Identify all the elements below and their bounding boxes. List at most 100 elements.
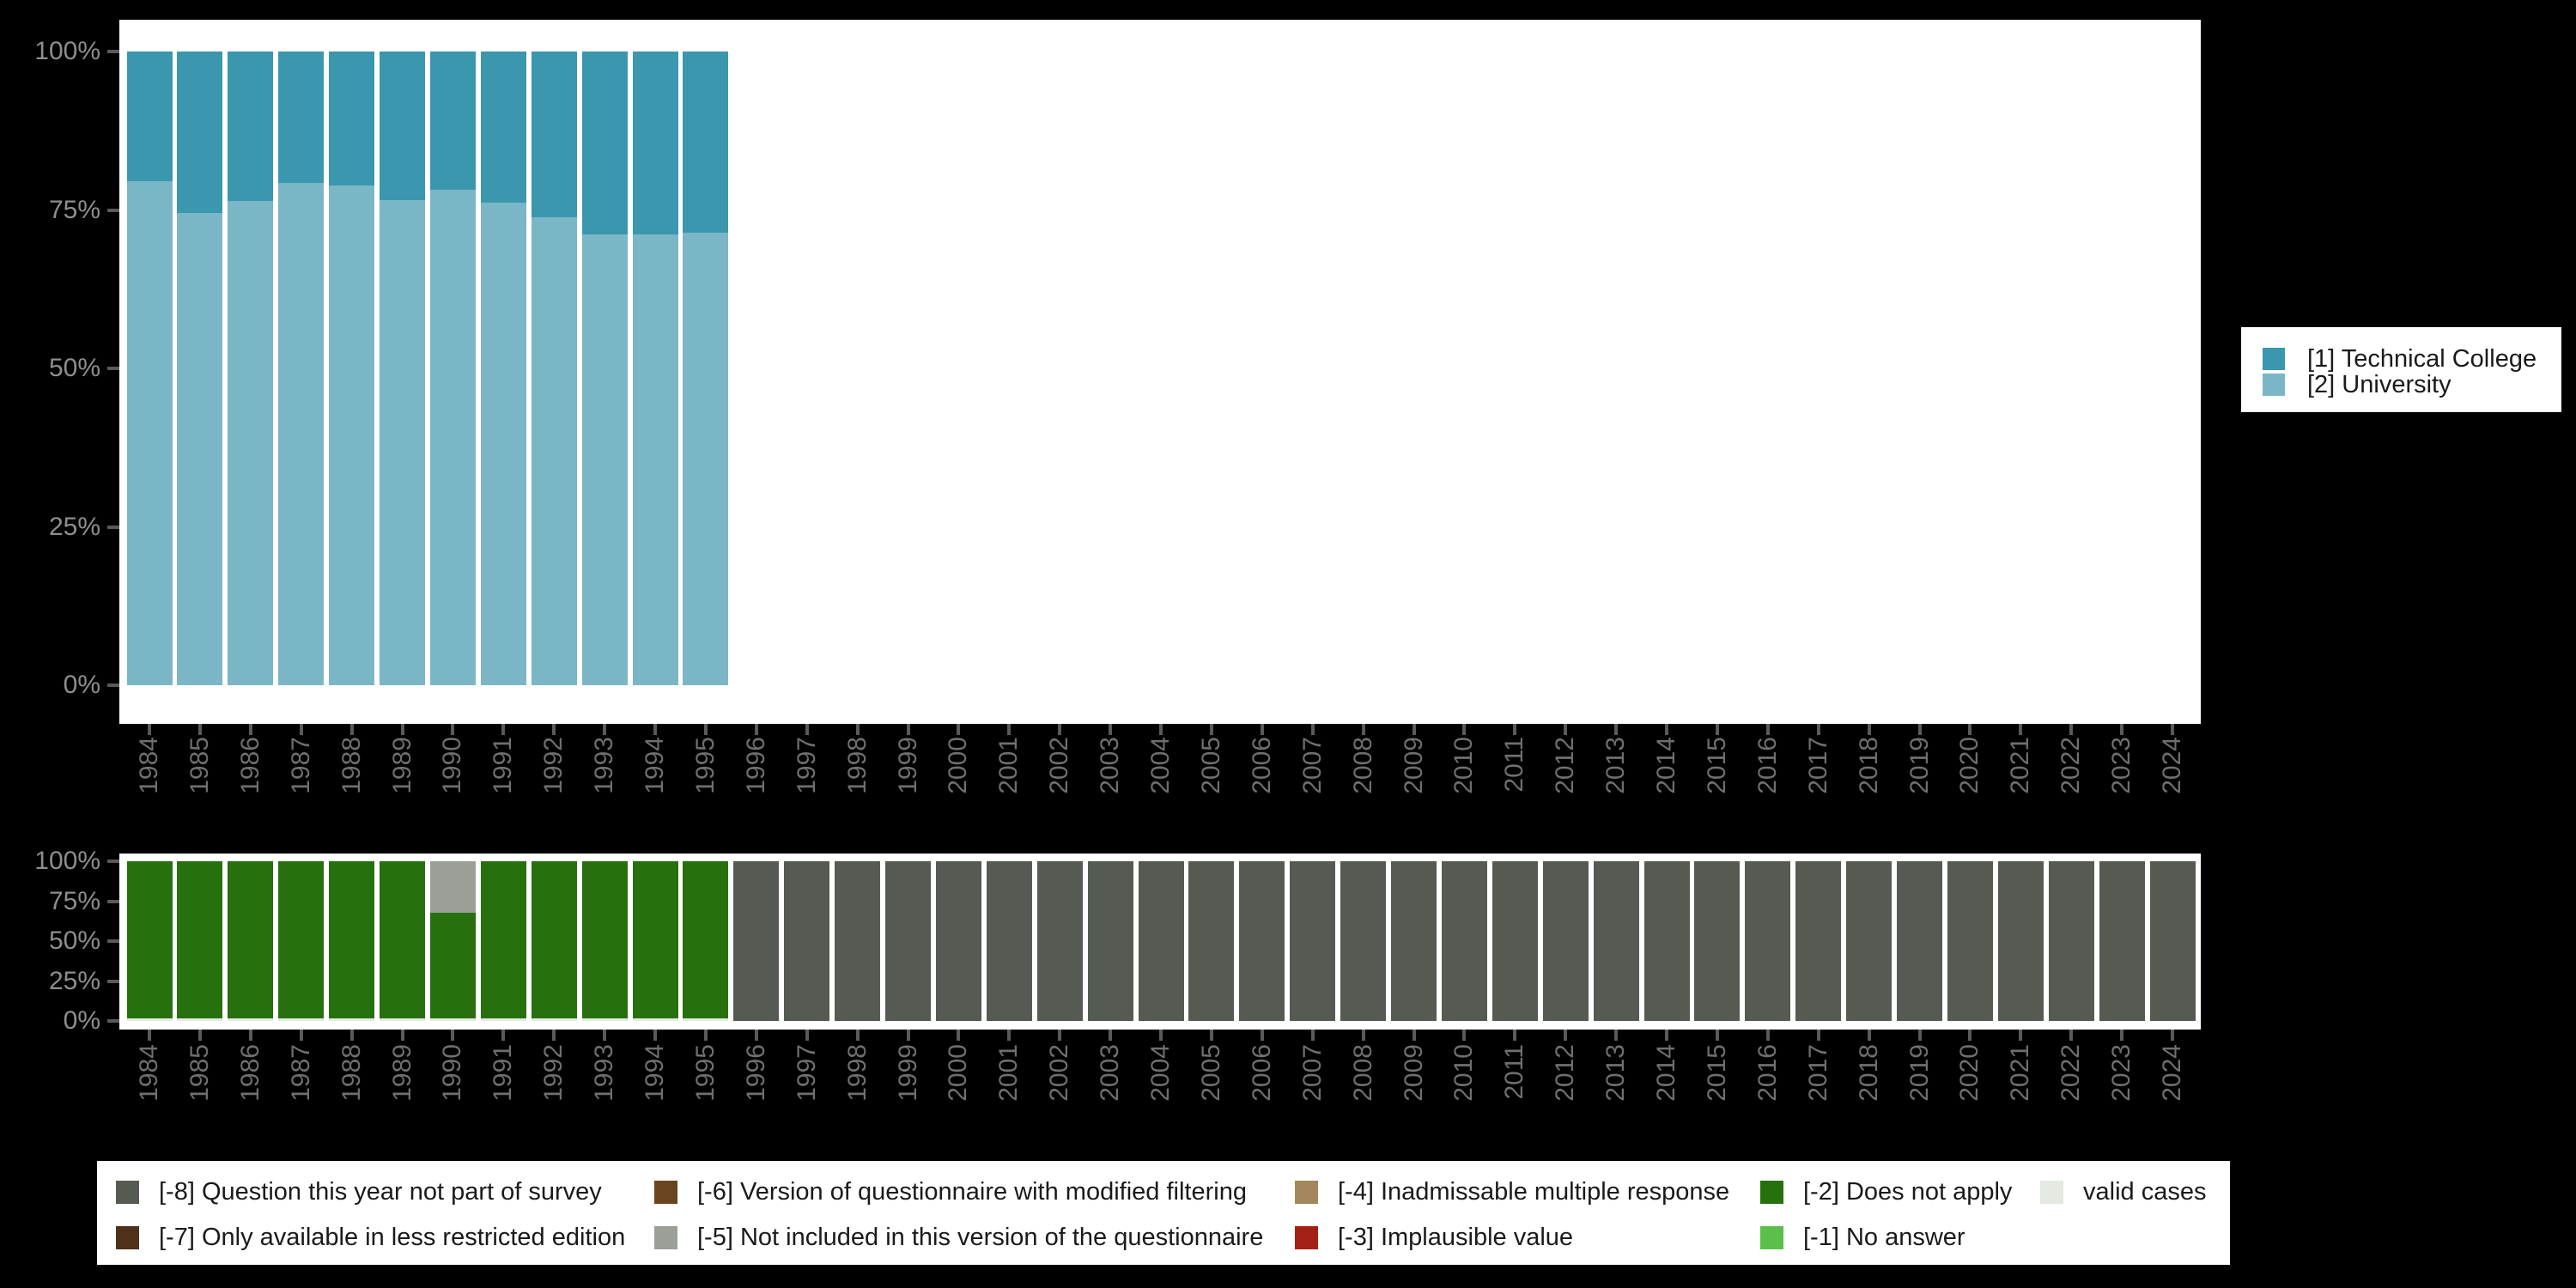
- x-tick: [148, 724, 151, 735]
- x-tick: [1715, 1030, 1719, 1041]
- bar-segment-m8: [1897, 861, 1942, 1021]
- x-tick-label: 2011: [1500, 1044, 1529, 1100]
- x-tick: [1209, 724, 1213, 735]
- x-tick: [957, 1030, 961, 1041]
- x-tick: [805, 1030, 809, 1041]
- x-tick: [2019, 1030, 2023, 1041]
- x-tick-label: 2000: [944, 1044, 973, 1102]
- bar-segment-university: [278, 182, 325, 685]
- x-tick-label: 2024: [2158, 1044, 2186, 1102]
- bar-segment-m2: [429, 912, 476, 1019]
- x-tick-label: 2016: [1753, 1044, 1782, 1102]
- y-tick: [107, 367, 119, 370]
- x-tick: [1462, 724, 1467, 735]
- x-tick-label: 2009: [1399, 737, 1428, 794]
- x-tick: [1968, 1030, 1972, 1041]
- x-tick-label: 2007: [1297, 1044, 1327, 1102]
- x-tick: [1614, 724, 1619, 735]
- bar-segment-university: [429, 189, 476, 685]
- y-tick: [107, 525, 119, 529]
- x-tick-label: 2023: [2107, 1044, 2136, 1102]
- x-tick: [400, 724, 404, 735]
- x-tick-label: 2023: [2107, 737, 2136, 794]
- bar-segment-m8: [1441, 861, 1487, 1021]
- bar-segment-m8: [885, 861, 931, 1021]
- x-tick-label: 2018: [1854, 737, 1883, 794]
- bar-segment-university: [683, 233, 729, 685]
- x-tick-label: 2006: [1247, 1044, 1276, 1102]
- x-tick: [1361, 724, 1365, 735]
- x-tick-label: 2006: [1247, 737, 1276, 794]
- bar-segment-technical_college: [429, 52, 476, 190]
- x-tick-label: 2008: [1348, 1044, 1377, 1102]
- x-tick: [906, 724, 910, 735]
- x-tick-label: 1996: [741, 1044, 770, 1102]
- x-tick-label: 2013: [1601, 1044, 1631, 1102]
- x-tick-label: 1986: [235, 737, 264, 794]
- x-tick: [855, 1030, 860, 1041]
- bar-segment-m8: [1997, 861, 2044, 1021]
- x-tick: [603, 724, 607, 735]
- bar-segment-m2: [581, 861, 628, 1019]
- x-tick: [1412, 1030, 1416, 1041]
- x-tick-label: 2022: [2057, 737, 2086, 794]
- x-tick-label: 1993: [590, 737, 619, 794]
- x-tick: [1209, 1030, 1213, 1041]
- x-tick-label: 2013: [1601, 737, 1631, 794]
- bar-segment-valid: [228, 1018, 274, 1021]
- x-tick: [1765, 724, 1770, 735]
- x-tick-label: 1994: [641, 1044, 669, 1102]
- legend-label-valid: valid cases: [2083, 1178, 2207, 1206]
- x-tick-label: 1998: [842, 737, 872, 794]
- x-tick: [1412, 724, 1416, 735]
- x-tick: [1665, 1030, 1668, 1041]
- x-tick-label: 2001: [994, 1044, 1024, 1102]
- x-tick: [2171, 724, 2174, 735]
- x-tick: [805, 724, 809, 735]
- bar-segment-m8: [784, 861, 830, 1021]
- x-tick-label: 2003: [1096, 1044, 1125, 1102]
- x-tick-label: 2021: [2006, 737, 2035, 794]
- y-tick-label: 50%: [48, 354, 100, 382]
- x-tick: [1058, 724, 1062, 735]
- bar-segment-m2: [278, 861, 325, 1019]
- x-tick: [451, 1030, 455, 1041]
- bar-segment-m2: [531, 861, 577, 1019]
- bar-segment-university: [329, 185, 375, 685]
- x-tick: [1462, 1030, 1467, 1041]
- y-tick: [107, 1019, 119, 1023]
- y-tick: [107, 208, 119, 212]
- x-tick-label: 1992: [539, 737, 568, 794]
- bar-segment-m8: [935, 861, 981, 1021]
- x-tick: [754, 724, 758, 735]
- x-tick: [1564, 724, 1568, 735]
- x-tick: [501, 1030, 506, 1041]
- legend-label-technical-college: [1] Technical College: [2307, 344, 2537, 373]
- x-tick-label: 1995: [690, 737, 720, 794]
- y-tick-label: 0%: [63, 671, 100, 699]
- x-tick: [1109, 1030, 1113, 1041]
- y-tick: [107, 50, 119, 53]
- m1-swatch: [1760, 1226, 1783, 1249]
- bar-segment-m2: [329, 861, 375, 1019]
- x-tick: [1917, 724, 1922, 735]
- bar-segment-m2: [177, 861, 223, 1019]
- x-tick-label: 1984: [135, 737, 163, 794]
- legend-label-m7: [-7] Only available in less restricted e…: [159, 1224, 626, 1251]
- x-tick-label: 2008: [1348, 737, 1377, 794]
- x-tick: [148, 1030, 151, 1041]
- x-tick: [2069, 1030, 2074, 1041]
- x-tick-label: 2014: [1652, 1044, 1680, 1102]
- x-tick: [1614, 1030, 1619, 1041]
- x-tick-label: 2012: [1551, 737, 1580, 794]
- x-tick-label: 2014: [1652, 737, 1680, 794]
- bar-segment-m8: [1542, 861, 1589, 1021]
- x-tick-label: 2002: [1045, 1044, 1074, 1102]
- x-tick-label: 1989: [387, 737, 416, 794]
- x-tick-label: 1987: [286, 737, 315, 794]
- bar-segment-valid: [177, 1018, 223, 1021]
- x-tick-label: 1991: [489, 737, 518, 794]
- bar-segment-m8: [986, 861, 1032, 1021]
- bar-segment-m8: [1745, 861, 1791, 1021]
